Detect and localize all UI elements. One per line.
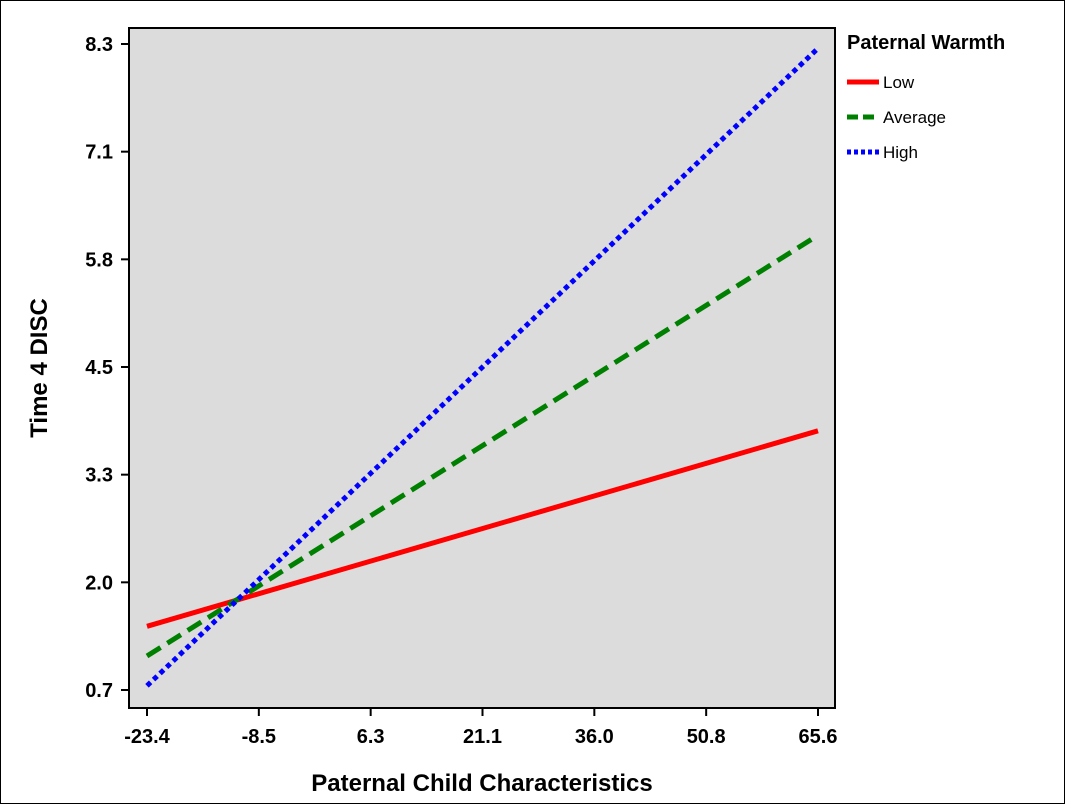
x-axis-ticks: -23.4 -8.5 6.3 21.1 36.0 50.8 65.6: [124, 708, 837, 748]
legend-items: Low Average High: [847, 73, 946, 162]
legend-title: Paternal Warmth: [847, 32, 1005, 54]
legend: Paternal Warmth Low Average High: [847, 32, 1005, 162]
x-tick-label: 21.1: [463, 726, 502, 748]
x-tick-label: 65.6: [799, 726, 838, 748]
legend-label-low: Low: [883, 73, 915, 92]
x-tick-label: -23.4: [124, 726, 170, 748]
y-tick-label: 0.7: [85, 680, 113, 702]
series-line-low: [146, 428, 819, 629]
y-tick-label: 8.3: [85, 34, 113, 56]
x-axis-label: Paternal Child Characteristics: [311, 770, 652, 797]
y-tick-label: 3.3: [85, 465, 113, 487]
y-axis-label: Time 4 DISC: [26, 298, 53, 438]
y-tick-label: 4.5: [85, 357, 113, 379]
series-lines: [145, 46, 820, 688]
series-line-average: [145, 233, 820, 659]
legend-label-high: High: [883, 143, 918, 162]
x-tick-label: 6.3: [357, 726, 385, 748]
y-axis-ticks: 0.7 2.0 3.3 4.5 5.8 7.1 8.3: [85, 34, 129, 702]
x-tick-label: -8.5: [242, 726, 276, 748]
y-tick-label: 5.8: [85, 249, 113, 271]
y-tick-label: 7.1: [85, 142, 113, 164]
x-tick-label: 36.0: [575, 726, 614, 748]
y-tick-label: 2.0: [85, 572, 113, 594]
legend-label-average: Average: [883, 108, 946, 127]
x-tick-label: 50.8: [687, 726, 726, 748]
series-line-high: [145, 46, 820, 688]
